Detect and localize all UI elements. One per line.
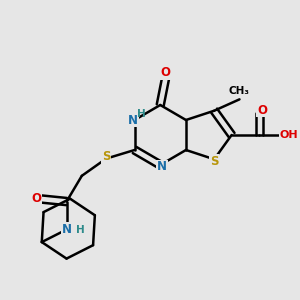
Text: N: N bbox=[157, 160, 167, 173]
Text: H: H bbox=[137, 109, 146, 119]
Text: N: N bbox=[128, 113, 138, 127]
Text: O: O bbox=[31, 193, 41, 206]
Text: N: N bbox=[61, 223, 71, 236]
Text: S: S bbox=[210, 155, 218, 168]
Text: O: O bbox=[161, 66, 171, 79]
Text: CH₃: CH₃ bbox=[229, 86, 250, 96]
Text: S: S bbox=[102, 150, 110, 163]
Text: OH: OH bbox=[280, 130, 298, 140]
Text: H: H bbox=[76, 224, 85, 235]
Text: O: O bbox=[257, 103, 267, 116]
